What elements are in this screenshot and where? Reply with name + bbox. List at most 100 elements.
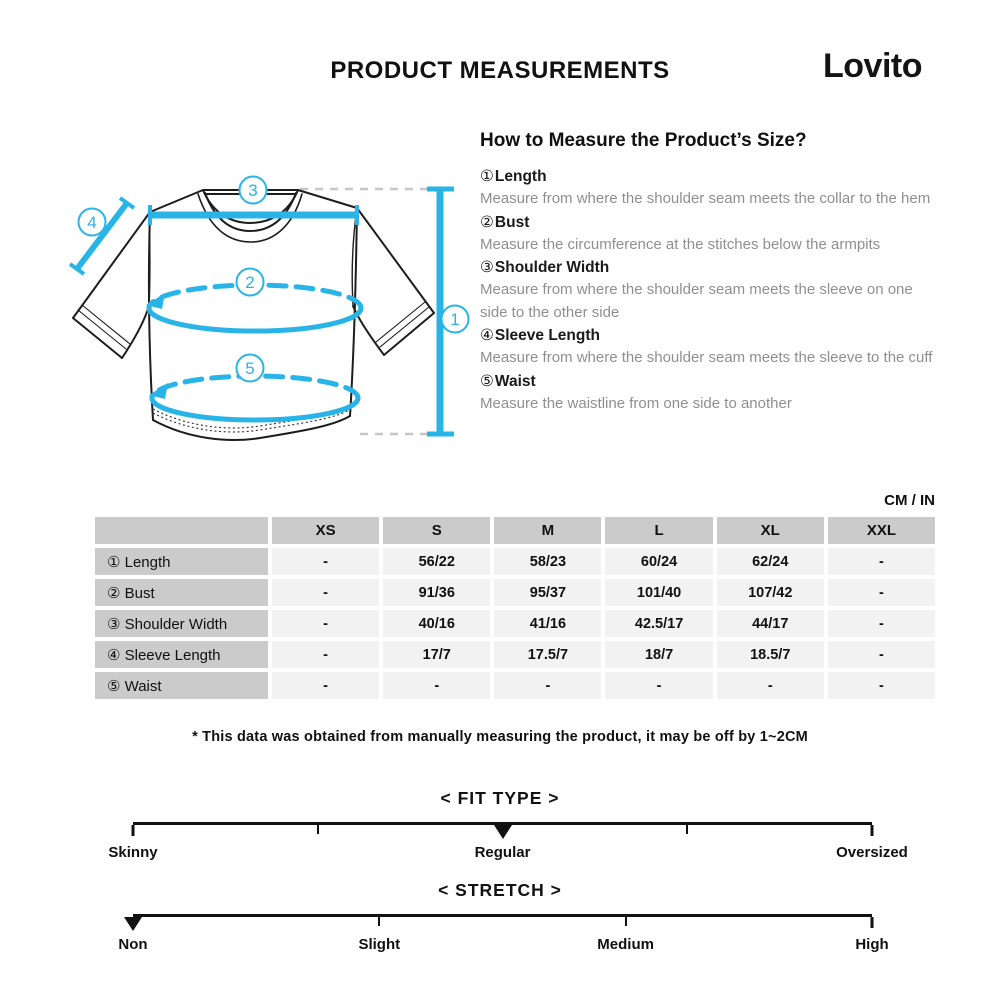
marker-number-sleeve: 4	[87, 213, 96, 232]
how-to-measure-title: How to Measure the Product’s Size?	[480, 130, 807, 151]
stretch-tick-medium	[624, 917, 627, 926]
row-label-bust: ② Bust	[95, 579, 268, 606]
value-sleeve-m: 17.5/7	[494, 641, 602, 668]
value-waist-xs: -	[272, 672, 380, 699]
stretch-tick-end	[870, 917, 874, 928]
value-shoulder-xxl: -	[827, 610, 935, 637]
row-label-sleeve-length: ④ Sleeve Length	[95, 641, 268, 668]
column-header-l: L	[605, 517, 713, 544]
marker-number-bust: 2	[245, 273, 254, 292]
value-bust-xxl: -	[827, 579, 935, 606]
fit-type-tick-end	[870, 825, 874, 836]
fit-type-axis	[133, 822, 872, 825]
marker-circle-sleeve	[77, 207, 107, 237]
value-bust-xs: -	[272, 579, 380, 606]
table-corner-cell	[95, 517, 268, 544]
fit-type-label-skinny: Skinny	[108, 844, 158, 861]
value-waist-xxl: -	[827, 672, 935, 699]
tshirt-measurement-diagram: 3 4 2 5 1	[68, 175, 470, 441]
value-length-l: 60/24	[605, 548, 713, 575]
value-shoulder-xs: -	[272, 610, 380, 637]
column-header-s: S	[383, 517, 491, 544]
stretch-label-non: Non	[118, 936, 148, 953]
tshirt-outline	[72, 189, 435, 441]
value-sleeve-xxl: -	[827, 641, 935, 668]
measure-item-waist: ⑤Waist Measure the waistline from one si…	[480, 370, 940, 416]
marker-number-waist: 5	[245, 359, 254, 378]
item-name: Waist	[494, 372, 536, 390]
item-number: ③	[480, 259, 494, 276]
item-name: Shoulder Width	[494, 259, 610, 276]
fit-type-scale: Skinny Regular Oversized	[108, 822, 908, 861]
item-name: Bust	[494, 213, 530, 231]
size-table: XS S M L XL XXL ① Length - 56/22 58/23 6…	[95, 517, 935, 699]
stretch-label-medium: Medium	[597, 936, 654, 953]
row-label-waist: ⑤ Waist	[95, 672, 268, 699]
stretch-title: < STRETCH >	[438, 880, 562, 900]
value-sleeve-xl: 18.5/7	[716, 641, 824, 668]
value-length-xl: 62/24	[716, 548, 824, 575]
value-length-s: 56/22	[383, 548, 491, 575]
value-shoulder-s: 40/16	[383, 610, 491, 637]
value-shoulder-l: 42.5/17	[605, 610, 713, 637]
fit-type-tick-threequarter	[686, 825, 689, 834]
marker-circle-length	[440, 304, 470, 334]
row-label-shoulder-width: ③ Shoulder Width	[95, 610, 268, 637]
item-description: Measure from where the shoulder seam mee…	[480, 281, 913, 321]
item-name: Length	[494, 168, 547, 185]
item-number: ④	[480, 327, 494, 344]
value-waist-xl: -	[716, 672, 824, 699]
stretch-marker-non	[124, 917, 142, 931]
fit-type-tick-quarter	[316, 825, 319, 834]
value-sleeve-xs: -	[272, 641, 380, 668]
marker-number-length: 1	[450, 310, 459, 329]
stretch-tick-slight	[378, 917, 381, 926]
stretch-label-slight: Slight	[358, 936, 401, 953]
measure-item-bust: ②Bust Measure the circumference at the s…	[480, 211, 940, 257]
marker-circle-waist	[235, 353, 265, 383]
marker-number-shoulder: 3	[248, 181, 257, 200]
measure-item-shoulder-width: ③Shoulder Width Measure from where the s…	[480, 256, 940, 324]
page-title: PRODUCT MEASUREMENTS	[330, 57, 670, 84]
unit-label: CM / IN	[884, 492, 935, 509]
value-sleeve-l: 18/7	[605, 641, 713, 668]
fit-type-tick-start	[131, 825, 135, 836]
value-waist-s: -	[383, 672, 491, 699]
value-sleeve-s: 17/7	[383, 641, 491, 668]
value-bust-xl: 107/42	[716, 579, 824, 606]
item-description: Measure the circumference at the stitche…	[480, 235, 881, 253]
column-header-xl: XL	[716, 517, 824, 544]
value-length-xs: -	[272, 548, 380, 575]
stretch-label-high: High	[855, 936, 889, 953]
brand-logo: Lovito	[823, 47, 922, 85]
marker-circle-bust	[235, 267, 265, 297]
value-shoulder-m: 41/16	[494, 610, 602, 637]
item-number: ②	[480, 213, 494, 231]
item-description: Measure from where the shoulder seam mee…	[480, 190, 931, 207]
measure-item-sleeve-length: ④Sleeve Length Measure from where the sh…	[480, 324, 940, 370]
stretch-axis	[133, 914, 872, 917]
stretch-scale: Non Slight Medium High	[118, 914, 889, 953]
fit-type-marker-regular	[493, 825, 512, 839]
row-label-length: ① Length	[95, 548, 268, 575]
column-header-m: M	[494, 517, 602, 544]
value-length-xxl: -	[827, 548, 935, 575]
item-number: ①	[480, 168, 494, 185]
column-header-xs: XS	[272, 517, 380, 544]
value-bust-m: 95/37	[494, 579, 602, 606]
item-number: ⑤	[480, 372, 494, 390]
item-description: Measure the waistline from one side to a…	[480, 394, 792, 412]
fit-type-label-oversized: Oversized	[836, 844, 908, 861]
value-bust-s: 91/36	[383, 579, 491, 606]
measurement-marks	[68, 186, 454, 437]
item-name: Sleeve Length	[494, 327, 600, 344]
measure-item-length: ①Length Measure from where the shoulder …	[480, 165, 940, 211]
fit-type-label-regular: Regular	[474, 844, 531, 861]
fit-type-title: < FIT TYPE >	[440, 788, 560, 808]
column-header-xxl: XXL	[827, 517, 935, 544]
value-length-m: 58/23	[494, 548, 602, 575]
marker-circle-shoulder	[238, 175, 268, 205]
how-to-measure-section: How to Measure the Product’s Size? ①Leng…	[480, 130, 940, 415]
item-description: Measure from where the shoulder seam mee…	[480, 349, 933, 366]
